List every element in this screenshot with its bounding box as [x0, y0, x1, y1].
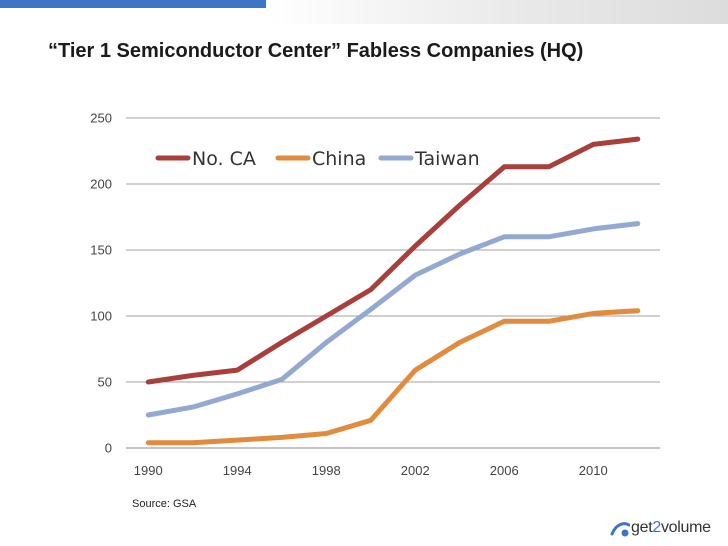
get2volume-logo: get2volume — [610, 516, 720, 542]
y-tick-label: 100 — [90, 309, 112, 324]
x-tick-label: 1990 — [134, 463, 163, 478]
y-tick-label: 0 — [105, 441, 112, 456]
x-tick-label: 1998 — [312, 463, 341, 478]
x-tick-label: 2006 — [490, 463, 519, 478]
legend-label: Taiwan — [414, 148, 480, 170]
y-tick-label: 200 — [90, 177, 112, 192]
y-tick-label: 250 — [90, 111, 112, 126]
x-tick-label: 2002 — [401, 463, 430, 478]
logo-swoosh-icon — [610, 522, 630, 537]
logo-text: get2volume — [631, 519, 711, 536]
y-tick-label: 50 — [98, 375, 112, 390]
slide-title: “Tier 1 Semiconductor Center” Fabless Co… — [48, 40, 584, 62]
series-line-no-ca — [145, 136, 641, 385]
line-chart: 0 50 100 150 200 250 1990 1994 1998 2002 2006 2010 N… — [90, 111, 660, 478]
x-tick-label: 2010 — [579, 463, 608, 478]
source-note: Source: GSA — [132, 498, 197, 510]
series-line-taiwan — [145, 221, 641, 418]
series-line-china — [145, 308, 641, 446]
y-tick-label: 150 — [90, 243, 112, 258]
x-tick-label: 1994 — [223, 463, 252, 478]
header-gradient-bar — [266, 0, 728, 24]
legend-label: China — [312, 148, 366, 170]
legend-label: No. CA — [192, 148, 256, 170]
header-accent-bar — [0, 0, 266, 8]
